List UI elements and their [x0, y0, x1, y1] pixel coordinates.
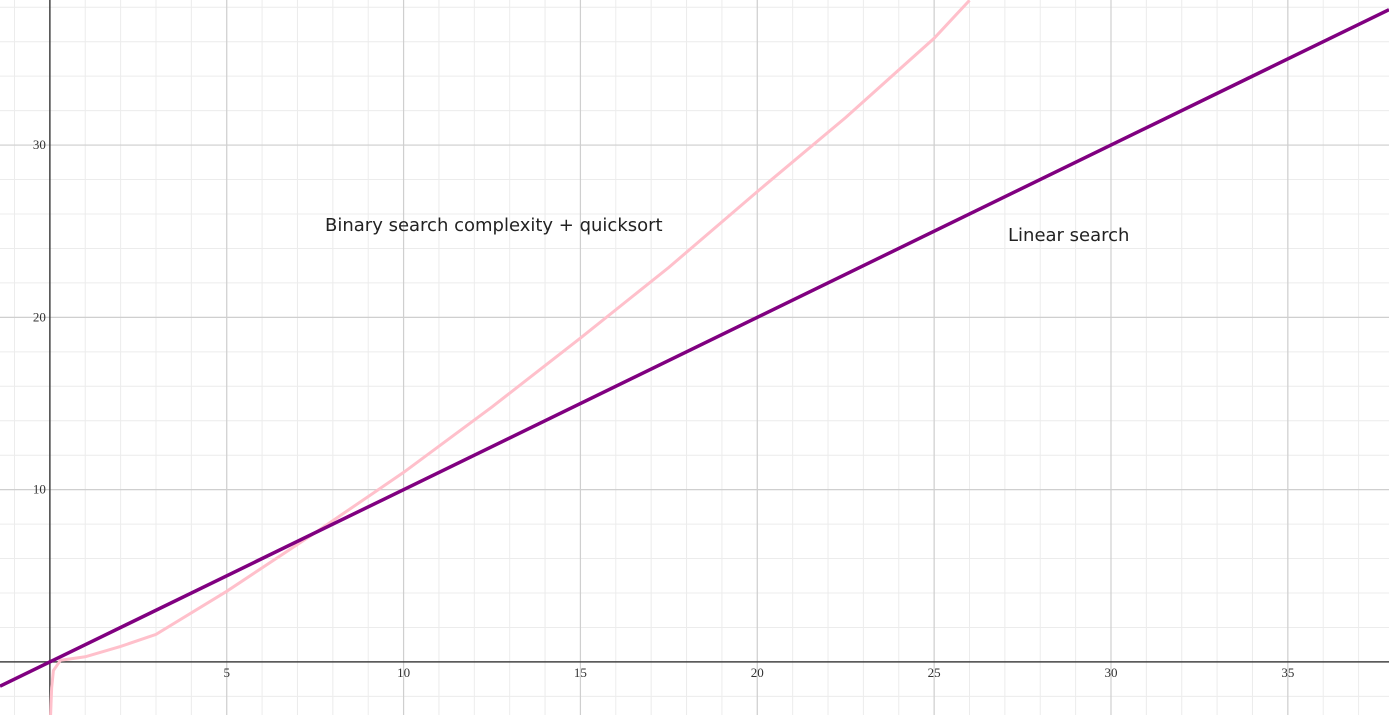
series-line — [0, 8, 1389, 688]
y-tick-label: 30 — [33, 137, 46, 152]
series-label: Linear search — [1008, 225, 1129, 246]
y-tick-label: 20 — [33, 309, 46, 324]
labels: 5 10 15 20 25 30 35 10 20 30 Binary search complex… — [33, 137, 1294, 680]
series-label: Binary search complexity + quicksort — [325, 215, 663, 236]
y-tick-label: 10 — [33, 482, 46, 497]
x-tick-label: 10 — [397, 665, 410, 680]
x-tick-label: 35 — [1281, 665, 1294, 680]
x-tick-label: 20 — [751, 665, 764, 680]
x-tick-label: 15 — [574, 665, 587, 680]
x-tick-label: 30 — [1104, 665, 1117, 680]
x-tick-label: 5 — [223, 665, 230, 680]
x-tick-label: 25 — [928, 665, 941, 680]
